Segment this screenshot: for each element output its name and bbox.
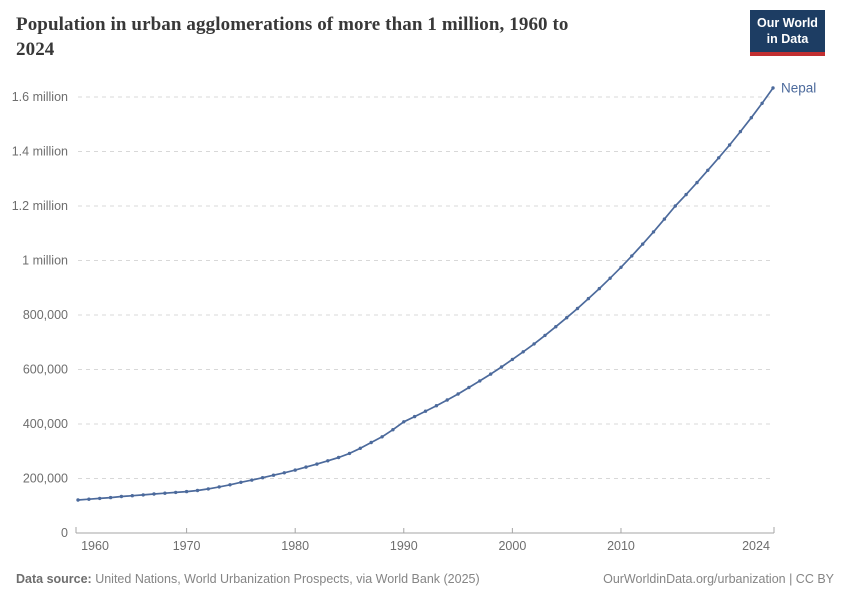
data-point[interactable] <box>206 487 210 491</box>
data-point[interactable] <box>369 440 373 445</box>
data-point[interactable] <box>478 379 482 383</box>
owid-logo[interactable]: Our World in Data <box>750 10 825 56</box>
data-point[interactable] <box>98 496 102 501</box>
data-point[interactable] <box>445 398 449 402</box>
data-point[interactable] <box>760 101 764 106</box>
x-axis-tick-label: 2000 <box>498 539 526 553</box>
data-point[interactable] <box>597 286 601 291</box>
data-point[interactable] <box>727 143 732 147</box>
data-point[interactable] <box>456 392 460 396</box>
owid-logo-accent-bar <box>750 51 825 56</box>
y-axis-tick-label: 400,000 <box>23 417 68 431</box>
data-point[interactable] <box>521 350 525 354</box>
data-point[interactable] <box>76 498 80 502</box>
data-point[interactable] <box>532 342 536 346</box>
x-axis-tick-label: 1960 <box>81 539 109 553</box>
y-axis-tick-label: 600,000 <box>23 363 68 377</box>
entity-label[interactable]: Nepal <box>781 81 816 96</box>
data-point[interactable] <box>673 204 677 208</box>
data-point[interactable] <box>586 296 591 301</box>
data-point[interactable] <box>380 435 384 439</box>
data-point[interactable] <box>543 333 547 338</box>
data-point[interactable] <box>749 116 753 120</box>
data-point[interactable] <box>282 471 286 475</box>
data-point[interactable] <box>336 455 341 460</box>
data-source-text: United Nations, World Urbanization Prosp… <box>91 572 480 586</box>
chart-title-line1: Population in urban agglomerations of mo… <box>16 14 569 35</box>
data-point[interactable] <box>771 86 775 90</box>
data-point[interactable] <box>554 325 558 329</box>
data-line[interactable] <box>77 87 774 501</box>
x-axis-tick-label: 1970 <box>173 539 201 553</box>
data-point[interactable] <box>130 494 134 498</box>
y-axis-tick-label: 200,000 <box>23 472 68 486</box>
data-point[interactable] <box>293 468 297 472</box>
data-point[interactable] <box>174 490 178 495</box>
data-point[interactable] <box>402 420 406 424</box>
data-point[interactable] <box>510 357 515 362</box>
data-source-label: Data source: <box>16 572 92 586</box>
data-point[interactable] <box>641 242 645 246</box>
data-point[interactable] <box>119 494 124 499</box>
chart-title: Population in urban agglomerations of mo… <box>16 12 746 62</box>
y-axis-tick-label: 1 million <box>22 254 68 268</box>
data-point[interactable] <box>391 428 395 432</box>
data-point[interactable] <box>499 365 504 369</box>
data-point[interactable] <box>423 409 428 413</box>
data-point[interactable] <box>695 180 699 185</box>
data-point[interactable] <box>304 465 308 469</box>
data-point[interactable] <box>152 492 156 496</box>
data-point[interactable] <box>412 414 417 419</box>
owid-logo-line1: Our World <box>757 16 818 30</box>
y-axis-tick-label: 800,000 <box>23 308 68 322</box>
data-point[interactable] <box>738 129 743 134</box>
y-axis-tick-label: 1.4 million <box>12 145 68 159</box>
data-point[interactable] <box>565 316 569 320</box>
data-source-note: Data source: United Nations, World Urban… <box>16 572 480 586</box>
data-point[interactable] <box>87 497 91 501</box>
data-point[interactable] <box>575 306 580 311</box>
data-point[interactable] <box>141 493 145 497</box>
data-point[interactable] <box>271 473 276 477</box>
data-point[interactable] <box>434 404 439 408</box>
data-point[interactable] <box>662 217 667 221</box>
data-point[interactable] <box>347 451 352 456</box>
data-point[interactable] <box>706 168 710 172</box>
data-point[interactable] <box>630 254 634 258</box>
credit-link[interactable]: OurWorldinData.org/urbanization | CC BY <box>603 572 834 586</box>
y-axis-tick-label: 1.6 million <box>12 90 68 104</box>
data-point[interactable] <box>489 372 493 376</box>
data-point[interactable] <box>163 491 167 495</box>
data-point[interactable] <box>239 480 243 484</box>
data-point[interactable] <box>108 495 113 500</box>
data-point[interactable] <box>326 459 330 463</box>
data-point[interactable] <box>228 483 232 487</box>
data-point[interactable] <box>684 192 688 197</box>
data-point[interactable] <box>195 488 200 493</box>
data-point[interactable] <box>315 462 319 466</box>
x-axis-tick-label: 2010 <box>607 539 635 553</box>
chart-title-line2: 2024 <box>16 39 55 61</box>
data-point[interactable] <box>358 446 362 450</box>
x-axis-tick-label: 2024 <box>742 539 770 553</box>
y-axis-tick-label: 0 <box>61 526 68 540</box>
owid-logo-text: Our World in Data <box>750 10 825 52</box>
data-point[interactable] <box>717 156 721 160</box>
data-point[interactable] <box>619 265 623 269</box>
data-point[interactable] <box>260 476 265 480</box>
chart-footer: Data source: United Nations, World Urban… <box>16 572 834 586</box>
data-point[interactable] <box>651 230 656 234</box>
chart-header: Population in urban agglomerations of mo… <box>16 10 834 62</box>
data-point[interactable] <box>184 489 189 494</box>
y-axis-tick-label: 1.2 million <box>12 199 68 213</box>
data-point[interactable] <box>250 478 254 482</box>
data-point[interactable] <box>217 485 221 489</box>
x-axis-tick-label: 1990 <box>390 539 418 553</box>
data-point[interactable] <box>608 276 612 280</box>
data-point[interactable] <box>467 385 471 390</box>
x-axis-tick-label: 1980 <box>281 539 309 553</box>
owid-logo-line2: in Data <box>766 32 809 47</box>
